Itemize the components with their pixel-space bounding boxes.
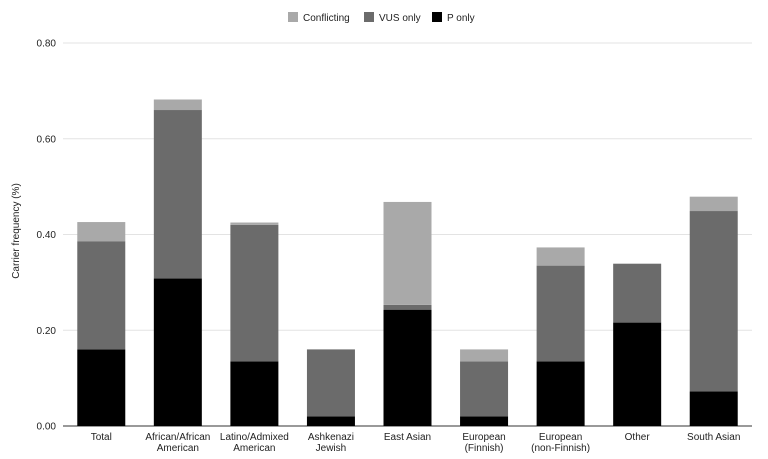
bar-segment-p-only xyxy=(689,391,738,426)
bar-segment-conflicting xyxy=(460,349,509,362)
legend-swatch-p-only xyxy=(432,12,442,22)
legend-label: VUS only xyxy=(379,13,421,24)
y-axis-title: Carrier frequency (%) xyxy=(11,183,22,279)
y-tick-label: 0.00 xyxy=(37,422,57,433)
bar-segment-p-only xyxy=(306,416,355,426)
bar-segment-p-only xyxy=(77,349,126,426)
bar-segment-p-only xyxy=(536,361,585,426)
legend-label: Conflicting xyxy=(303,13,350,24)
bar-segment-vus-only xyxy=(689,211,738,392)
legend-swatch-conflicting xyxy=(288,12,298,22)
bar-segment-vus-only xyxy=(230,224,279,362)
y-tick-label: 0.60 xyxy=(37,134,57,145)
x-category-label: South Asian xyxy=(687,432,740,443)
x-category-label: Total xyxy=(91,432,112,443)
bar-segment-conflicting xyxy=(77,222,126,242)
y-tick-label: 0.40 xyxy=(37,230,57,241)
x-axis-category-labels: Total African/African American Latino/Admix… xyxy=(91,432,741,454)
bar-segment-p-only xyxy=(460,416,509,426)
x-category-label: European (non-Finnish) xyxy=(531,432,590,454)
bar-segment-p-only xyxy=(153,278,202,426)
bar-segment-conflicting xyxy=(536,247,585,266)
bar-segment-conflicting xyxy=(689,196,738,212)
x-category-label: Ashkenazi Jewish xyxy=(308,432,354,454)
bar-segment-vus-only xyxy=(77,241,126,350)
x-category-label: East Asian xyxy=(384,432,431,443)
x-category-label: Latino/Admixed American xyxy=(220,432,289,454)
x-category-label: European (Finnish) xyxy=(462,432,505,454)
bar-segment-conflicting xyxy=(230,222,279,225)
bar-segment-vus-only xyxy=(153,110,202,279)
bar-segment-conflicting xyxy=(383,201,432,305)
bar-segment-p-only xyxy=(613,322,662,426)
legend-label: P only xyxy=(447,13,475,24)
y-tick-label: 0.80 xyxy=(37,39,57,50)
bar-segment-p-only xyxy=(230,361,279,426)
bar-segment-vus-only xyxy=(306,349,355,417)
bars xyxy=(77,99,738,426)
bar-segment-vus-only xyxy=(536,265,585,362)
x-category-label: African/African American xyxy=(145,432,210,454)
y-axis-ticks: 0.00 0.20 0.40 0.60 0.80 xyxy=(37,39,57,433)
bar-segment-vus-only xyxy=(460,361,509,417)
bar-segment-vus-only xyxy=(383,304,432,310)
bar-segment-conflicting xyxy=(153,99,202,111)
chart-legend: Conflicting VUS only P only xyxy=(288,12,475,24)
y-tick-label: 0.20 xyxy=(37,326,57,337)
bar-segment-p-only xyxy=(383,309,432,426)
legend-swatch-vus-only xyxy=(364,12,374,22)
x-category-label: Other xyxy=(625,432,651,443)
bar-segment-vus-only xyxy=(613,263,662,323)
